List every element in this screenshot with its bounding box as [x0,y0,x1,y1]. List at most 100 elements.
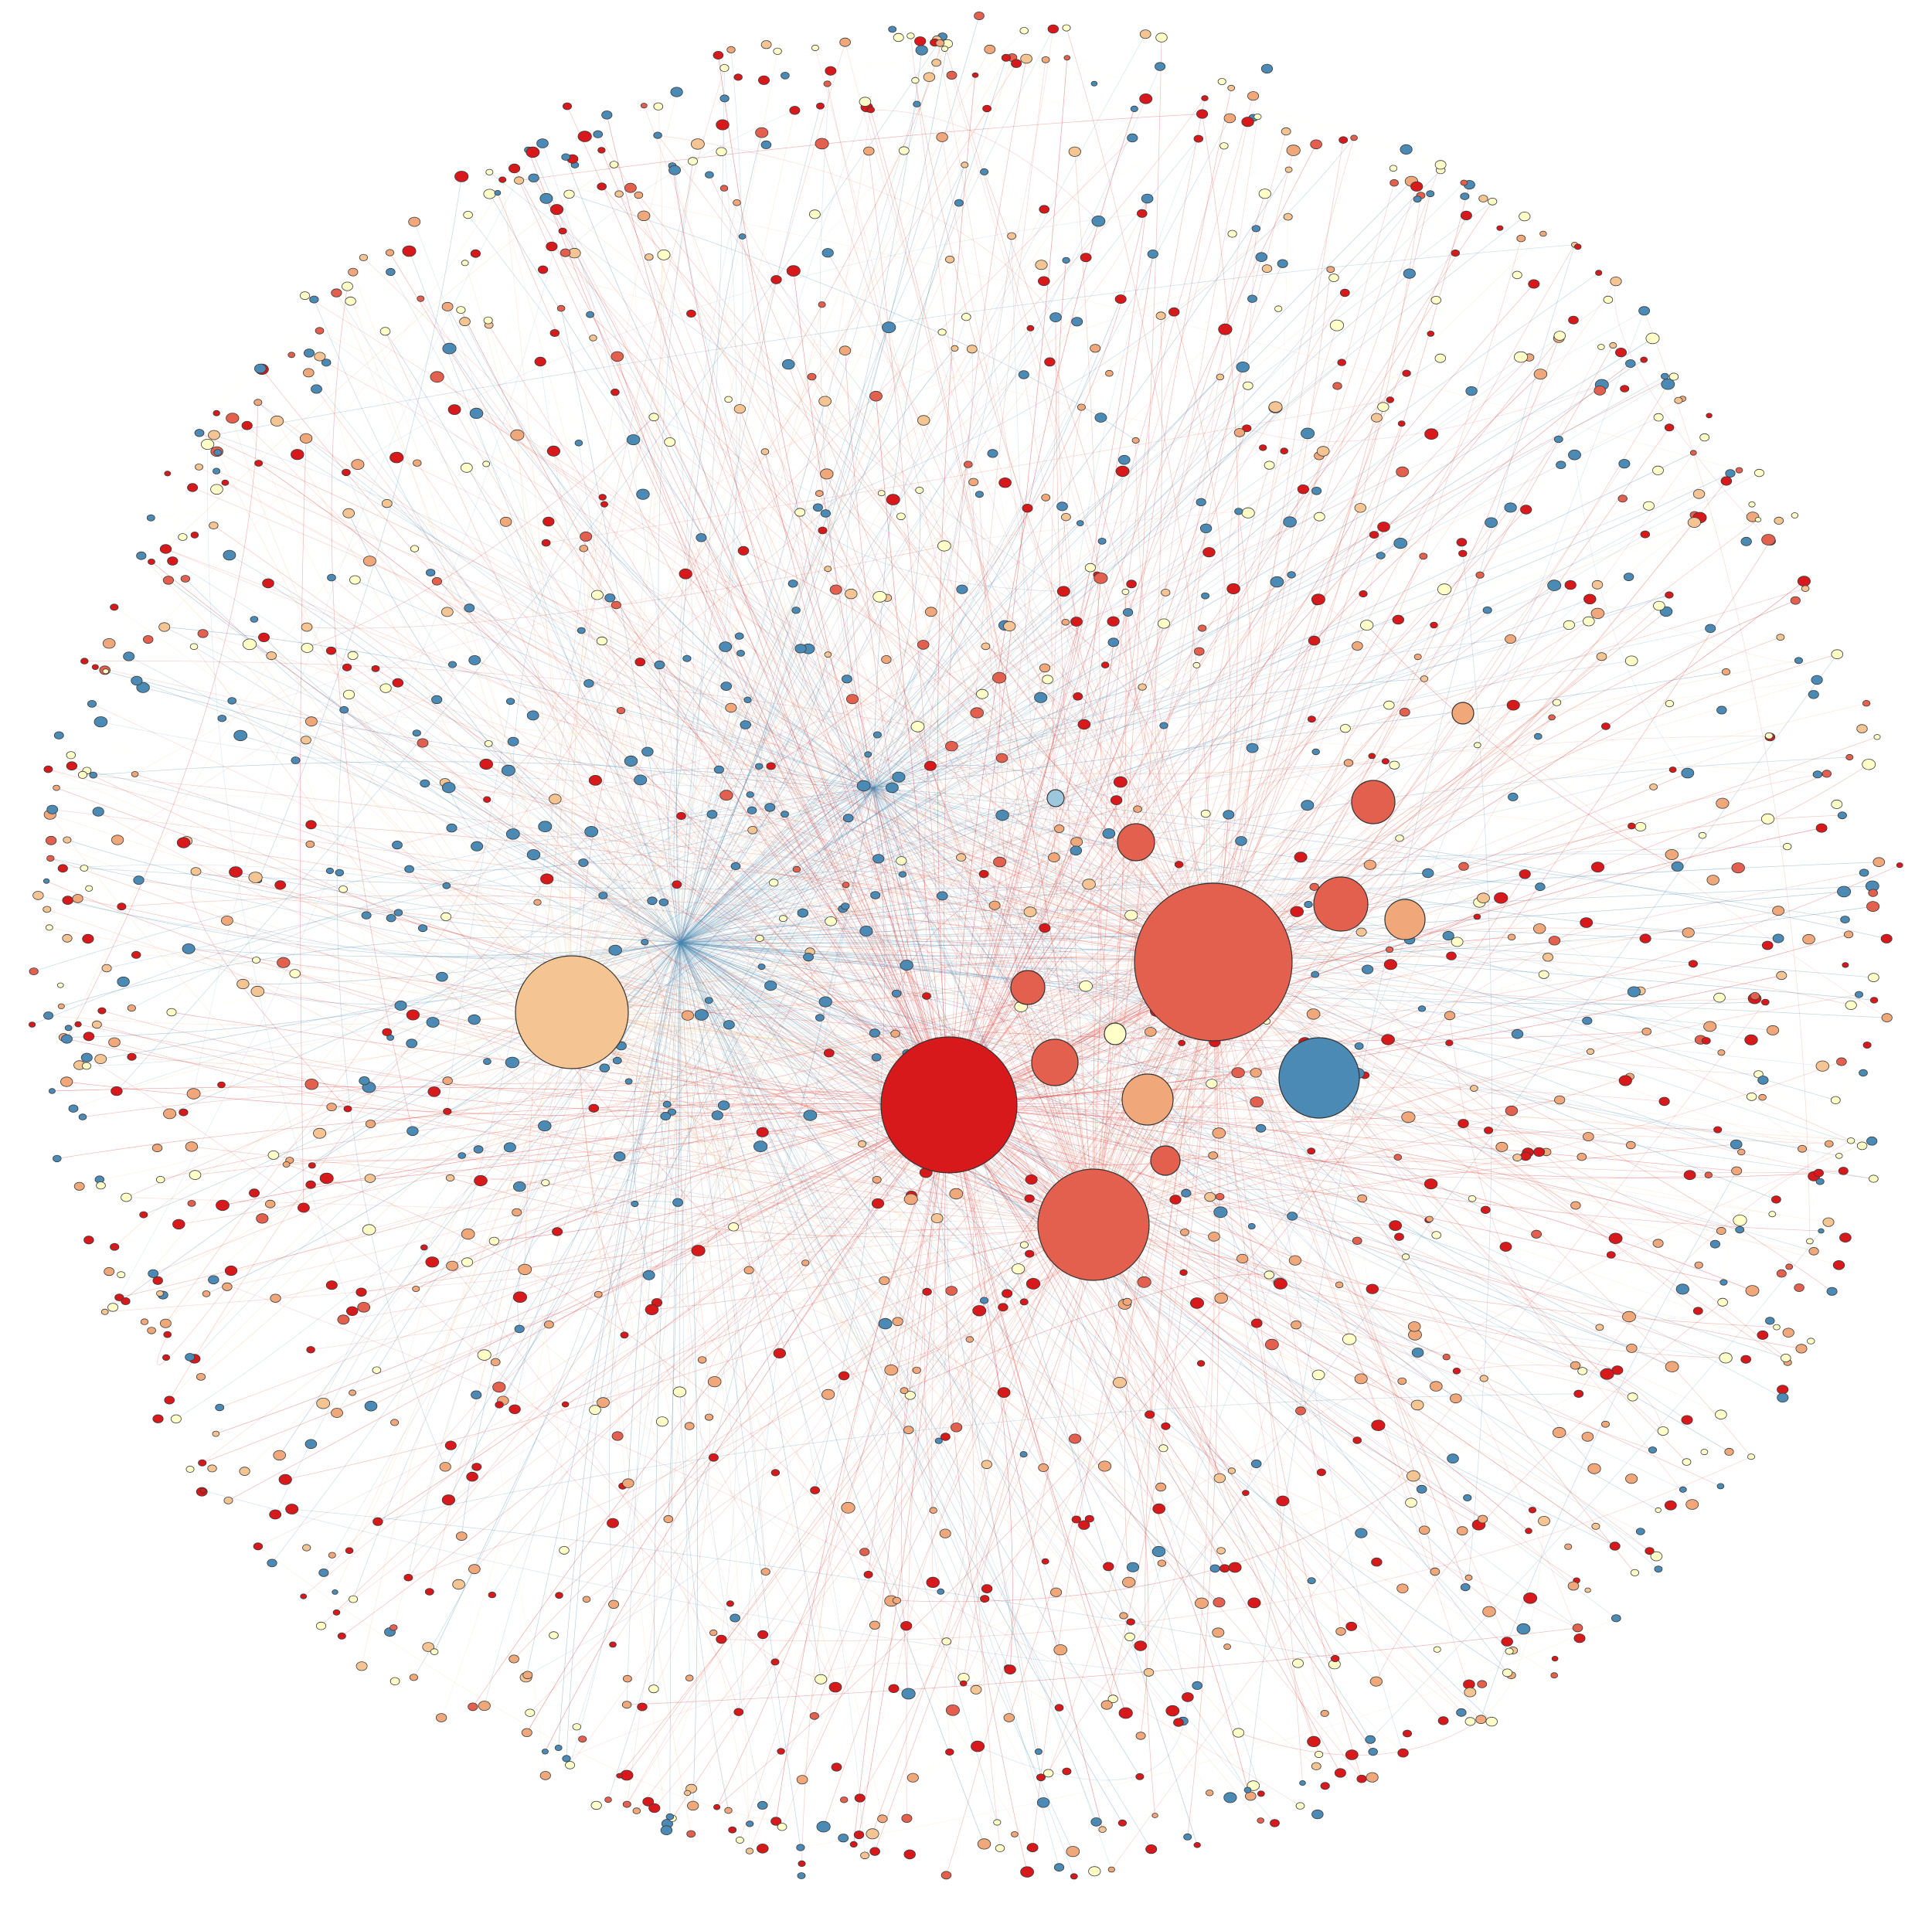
graph-node [815,138,829,150]
graph-node [43,878,50,884]
edge [948,108,1135,1106]
graph-node [549,204,564,216]
edge [835,590,961,858]
graph-node [971,1740,985,1752]
graph-node [988,900,1001,910]
edge [409,787,874,871]
edge [441,977,565,1551]
graph-node [250,616,259,623]
graph-node [1157,1559,1167,1567]
graph-node [484,740,493,747]
edge [114,607,573,1013]
graph-node [1181,1188,1192,1198]
edge [679,846,1787,943]
graph-node [1330,1654,1340,1663]
hub-node [1313,876,1369,932]
edge [49,814,573,1013]
graph-node [162,576,174,585]
graph-node [676,811,686,821]
graph-node [634,191,644,199]
graph-node [409,1674,419,1681]
graph-node [61,1034,73,1044]
edge [740,1104,950,1841]
graph-node [709,1629,718,1637]
edge [679,942,1009,1668]
edge [679,106,821,943]
graph-node [1822,1217,1835,1227]
edge [948,596,1206,1106]
graph-node [291,756,301,764]
edge [1247,384,1602,442]
edge [158,1011,573,1281]
graph-node [1505,1647,1514,1655]
graph-node [291,449,304,461]
graph-node [893,32,904,42]
hub-node-group [880,1036,1018,1174]
graph-node [1538,970,1549,979]
graph-node [872,1175,882,1184]
edge [347,1104,950,1140]
edge [608,942,681,1605]
graph-node [1208,1151,1219,1160]
edge [640,661,874,789]
edge [571,546,945,1013]
graph-node [540,873,554,885]
edge [138,879,1214,963]
graph-node [1844,930,1854,939]
graph-node [1618,1075,1632,1086]
edge [87,770,681,943]
edge [872,787,1243,1259]
edge [571,1011,1450,1044]
edge [169,787,874,1114]
edge [948,1104,1821,1232]
edge [1213,600,1796,963]
edge [542,143,681,943]
graph-node [670,87,683,97]
edge [257,402,893,788]
edge [512,416,655,835]
graph-node [1655,1507,1662,1513]
graph-node [917,415,930,426]
graph-node [389,451,404,464]
graph-node [589,335,597,342]
graph-node [1716,797,1730,809]
graph-node [1835,1153,1843,1159]
edge [1213,138,1355,963]
edge [391,917,950,1106]
graph-node [338,886,349,893]
edge [924,464,969,1106]
graph-node [1070,617,1083,627]
graph-node [756,1844,769,1854]
edge [948,578,1101,1106]
graph-node [892,771,906,783]
graph-node [971,72,979,78]
edge [679,926,866,943]
graph-node [1583,593,1597,605]
graph-node [1098,1826,1107,1834]
graph-node [663,1514,674,1524]
edge [562,230,869,755]
edge [679,942,1056,1593]
edge [616,604,1641,828]
graph-node [609,161,619,168]
edge [472,1104,950,1708]
edge [571,1011,1829,1223]
graph-node [1460,192,1470,200]
graph-node [223,549,236,561]
edge [764,451,950,1106]
graph-node [1371,1557,1383,1567]
edge [581,630,1214,963]
graph-node [1345,1621,1358,1631]
graph-node [514,1324,525,1334]
edge [336,961,1214,1613]
edge [202,633,1214,963]
graph-node [815,1014,825,1021]
hubs-layer [515,702,1475,1281]
graph-node [1155,311,1166,320]
edge [529,961,1214,1713]
edge [1093,1224,1315,1742]
graph-node [974,11,985,20]
edge [631,760,1025,1303]
edge [679,942,1512,1676]
graph-node [672,880,682,889]
